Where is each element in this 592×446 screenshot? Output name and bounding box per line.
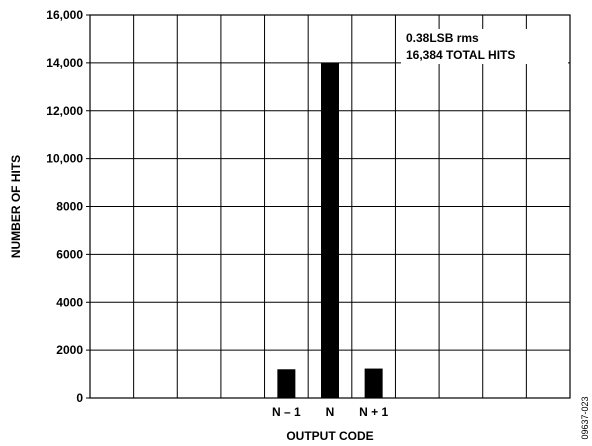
y-axis-ticks: 0 2000 4000 6000 8000 10,000 12,000 14,000 16,00… (46, 8, 90, 405)
chart-bars (277, 62, 383, 398)
figure-id: 09637-023 (580, 396, 590, 439)
bar-n-plus-1 (364, 368, 383, 398)
annotation-total-hits: 16,384 TOTAL HITS (406, 48, 515, 62)
annotation-box-bg (401, 29, 568, 64)
y-tick-label: 16,000 (46, 8, 83, 22)
annotation-noise: 0.38LSB rms (406, 31, 479, 45)
x-tick-label: N + 1 (359, 405, 388, 419)
bar-n-minus-1 (277, 369, 296, 398)
y-axis-title: NUMBER OF HITS (9, 155, 23, 258)
y-tick-label: 0 (76, 391, 83, 405)
y-tick-label: 14,000 (46, 56, 83, 70)
x-tick-label: N – 1 (272, 405, 301, 419)
y-tick-label: 4000 (56, 295, 83, 309)
y-tick-label: 6000 (56, 247, 83, 261)
x-tick-label: N (326, 405, 335, 419)
bar-n (321, 62, 339, 398)
y-tick-label: 12,000 (46, 104, 83, 118)
x-axis-title: OUTPUT CODE (286, 429, 373, 443)
y-tick-label: 2000 (56, 343, 83, 357)
y-tick-label: 8000 (56, 200, 83, 214)
x-axis-ticks: N – 1 N N + 1 (272, 405, 388, 419)
y-tick-label: 10,000 (46, 152, 83, 166)
